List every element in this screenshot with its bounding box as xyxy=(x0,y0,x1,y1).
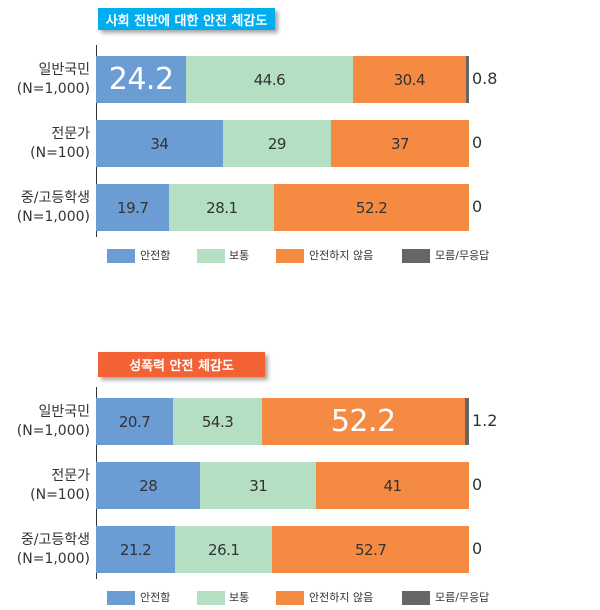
bar-segment-safe: 20.7 xyxy=(96,398,174,445)
legend-swatch xyxy=(276,249,304,263)
legend-swatch xyxy=(402,591,430,605)
bar-segment-unsafe: 52.7 xyxy=(272,526,469,573)
bar-segment-unsafe: 37 xyxy=(330,120,469,167)
category-n-label: (N=1,000) xyxy=(16,551,90,567)
bar-outside-label: 0 xyxy=(472,475,483,494)
bar-segment-normal: 26.1 xyxy=(175,526,273,573)
bar-outside-label: 0 xyxy=(472,539,483,558)
category-label: 중/고등학생 xyxy=(20,190,90,206)
category-label: 중/고등학생 xyxy=(20,532,90,548)
category-label: 일반국민 xyxy=(38,404,90,420)
bar-segment-unsafe: 52.2 xyxy=(261,398,465,445)
bar-segment-normal: 31 xyxy=(200,462,317,509)
legend-swatch xyxy=(197,249,225,263)
category-n-label: (N=1,000) xyxy=(16,209,90,225)
legend-swatch xyxy=(402,249,430,263)
legend-label: 안전함 xyxy=(140,249,171,262)
chart-title: 성폭력 안전 체감도 xyxy=(98,352,265,377)
bar-segment-unknown xyxy=(466,56,469,103)
bar-segment-safe: 34 xyxy=(96,120,223,167)
category-label: 전문가 xyxy=(51,126,90,142)
bar-segment-safe: 21.2 xyxy=(96,526,176,573)
category-label: 일반국민 xyxy=(38,62,90,78)
legend-label: 보통 xyxy=(229,591,250,604)
legend-swatch xyxy=(107,591,135,605)
legend-label: 안전하지 않음 xyxy=(309,249,374,262)
category-n-label: (N=1,000) xyxy=(16,81,90,97)
bar-segment-safe: 28 xyxy=(96,462,201,509)
legend-label: 안전하지 않음 xyxy=(309,591,374,604)
bar-segment-normal: 54.3 xyxy=(173,398,262,445)
bar-segment-normal: 44.6 xyxy=(186,56,353,103)
legend-label: 안전함 xyxy=(140,591,171,604)
category-n-label: (N=100) xyxy=(30,487,90,503)
bar-segment-normal: 28.1 xyxy=(169,184,275,231)
bar-outside-label: 0 xyxy=(472,133,483,152)
legend-swatch xyxy=(276,591,304,605)
bar-outside-label: 1.2 xyxy=(472,411,498,430)
legend-swatch xyxy=(107,249,135,263)
bar-segment-unsafe: 52.2 xyxy=(274,184,469,231)
category-n-label: (N=1,000) xyxy=(16,423,90,439)
legend-label: 모름/무응답 xyxy=(435,591,490,604)
bar-outside-label: 0 xyxy=(472,197,483,216)
bar-segment-normal: 29 xyxy=(222,120,331,167)
category-n-label: (N=100) xyxy=(30,145,90,161)
bar-segment-unknown xyxy=(464,398,469,445)
bar-outside-label: 0.8 xyxy=(472,69,498,88)
category-label: 전문가 xyxy=(51,468,90,484)
bar-segment-safe: 19.7 xyxy=(96,184,170,231)
bar-segment-safe: 24.2 xyxy=(96,56,187,103)
legend-label: 보통 xyxy=(229,249,250,262)
legend-label: 모름/무응답 xyxy=(435,249,490,262)
bar-segment-unsafe: 30.4 xyxy=(352,56,466,103)
bar-segment-unsafe: 41 xyxy=(316,462,469,509)
legend-swatch xyxy=(197,591,225,605)
chart-title: 사회 전반에 대한 안전 체감도 xyxy=(98,8,275,30)
